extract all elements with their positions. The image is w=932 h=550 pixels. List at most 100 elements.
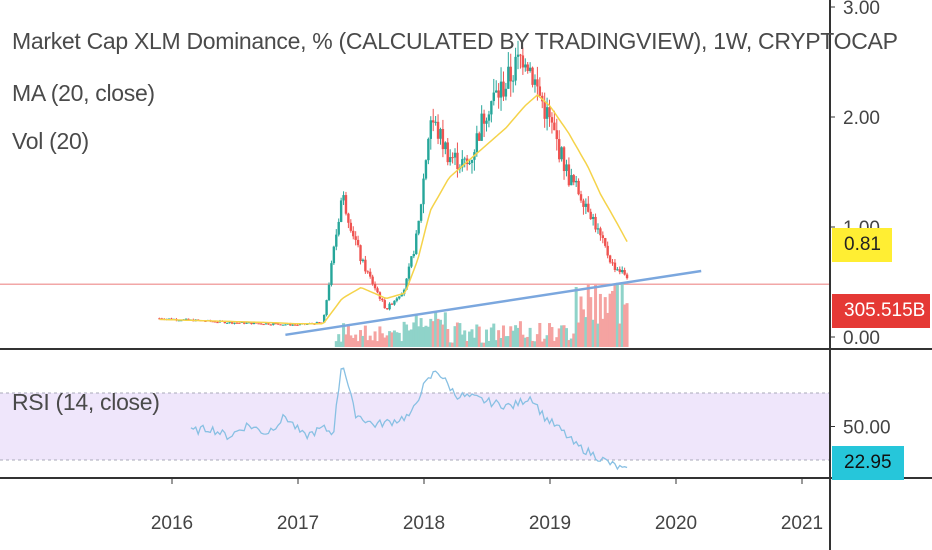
candle-body [269,324,273,326]
volume-bar [562,325,566,347]
candle-body [410,256,413,267]
volume-bar [395,332,399,347]
volume-bar [400,341,404,347]
candle-body [342,195,345,201]
volume-bar [509,326,513,347]
volume-legend: Vol (20) [12,128,89,154]
volume-bar [608,293,612,347]
candle-body [352,230,355,237]
volume-bar [548,323,552,347]
candle-body [533,79,537,85]
candle-body [264,323,268,325]
volume-bar [511,330,515,347]
candle-body [230,321,234,324]
candle-body [238,322,241,324]
candle-body [267,323,270,325]
volume-bar [567,340,571,347]
indicator-lines [159,94,702,337]
volume-bar [436,318,440,347]
candle-body [415,233,418,255]
time-tick-label: 2016 [151,513,193,534]
volume-bar [487,340,491,347]
candle-body [434,121,437,123]
candle-body [582,200,585,207]
candle-body [514,56,517,81]
moving-average-line [159,94,628,325]
price-tick-label: 3.00 [843,0,880,19]
candle-body [180,320,183,322]
volume-bar [344,334,348,347]
volume-bar [480,342,484,347]
volume-bar [392,330,396,347]
volume-bar [465,340,469,347]
volume-bar [516,327,520,347]
volume-bar [594,284,598,347]
candle-body [407,266,411,279]
candle-body [599,228,602,236]
volume-bar [334,341,338,347]
candle-body [553,122,556,131]
candle-body [262,324,265,326]
candle-body [570,175,573,186]
volume-bar [422,327,426,347]
candle-body [211,321,214,323]
candle-body [606,245,609,256]
candle-body [390,303,394,305]
candle-body [325,300,328,315]
volume-bar [434,311,438,347]
volume-bar [552,340,556,347]
volume-bar [557,328,561,347]
candle-body [250,322,253,325]
candle-body [291,324,294,326]
last-price-badge: 0.81 [832,228,892,262]
volume-bar [564,328,568,347]
volume-bar [390,332,394,347]
volume-bar [458,323,462,347]
candle-body [574,180,578,183]
candle-body [405,278,408,290]
candle-body [536,79,539,87]
rsi-legend: RSI (14, close) [12,389,160,415]
candle-body [245,322,248,324]
volume-bar [429,318,433,347]
candle-body [451,157,454,159]
volume-bar [349,335,353,347]
candle-body [504,88,508,97]
candle-body [594,216,597,230]
candle-body [272,323,275,325]
volume-bar [572,333,576,347]
rsi-pane [0,367,830,471]
candle-body [332,246,336,264]
volume-bar [606,312,610,347]
candle-body [490,101,493,115]
candle-body [502,81,505,97]
candle-body [618,269,621,273]
candle-body [235,322,239,324]
volume-bar [499,337,503,347]
volume-bar [611,290,615,347]
volume-bar [453,326,457,347]
candle-body [327,284,331,301]
candle-body [252,322,256,325]
volume-bar [550,327,554,347]
candle-body [337,221,340,235]
candle-body [538,86,542,96]
candle-body [587,203,590,212]
volume-bar [468,331,472,347]
volume-bar [375,341,379,347]
candle-body [487,114,491,121]
volume-bars [334,282,629,347]
candle-body [226,322,229,324]
volume-bar [577,322,581,347]
candle-body [621,270,624,273]
volume-bar [383,337,387,347]
candle-body [398,296,401,299]
candle-body [560,147,563,160]
candle-body [279,324,282,326]
volume-bar [373,331,377,347]
volume-bar [625,303,629,347]
volume-bar [446,328,450,347]
candle-body [616,269,619,271]
volume-bar [533,341,537,347]
candle-body [562,147,566,172]
